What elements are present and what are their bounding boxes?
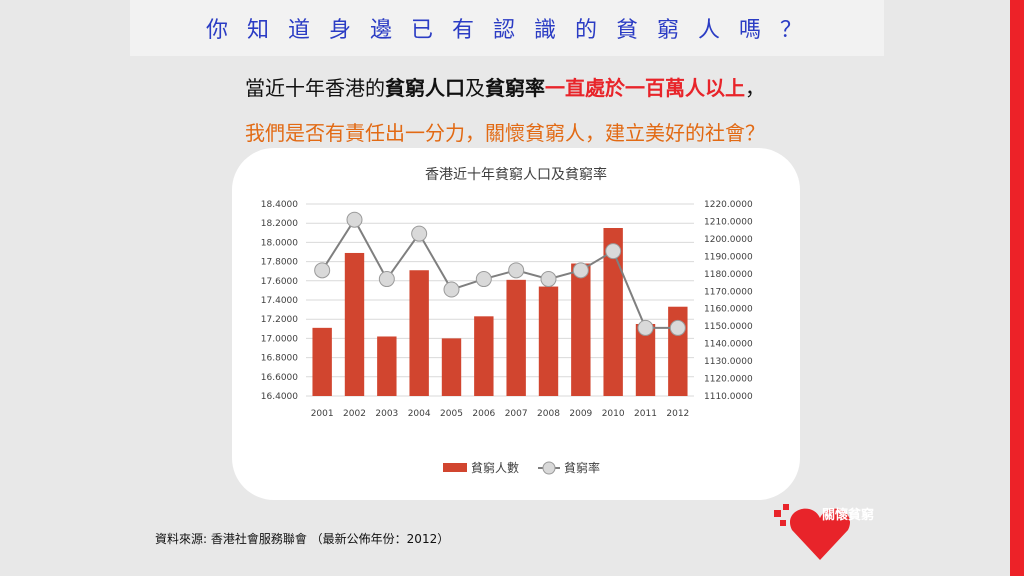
red-side-stripe [1010, 0, 1024, 576]
rate-point [411, 225, 428, 242]
title-bar: 你 知 道 身 邊 已 有 認 識 的 貧 窮 人 嗎 ？ [130, 0, 884, 56]
x-tick-label: 2012 [666, 409, 689, 419]
x-tick-label: 2006 [472, 409, 495, 419]
y-right-tick-label: 1140.0000 [704, 340, 753, 350]
y-left-tick-label: 17.8000 [261, 258, 298, 268]
y-left-tick-label: 16.6000 [261, 373, 298, 383]
legend-line-marker [542, 461, 556, 475]
rate-point [540, 271, 557, 288]
poverty-chart: 香港近十年貧窮人口及貧窮率 16.4000 16.6000 16.8000 17.00… [261, 166, 753, 475]
y-left-tick-label: 18.0000 [261, 238, 298, 248]
rate-point [637, 319, 654, 336]
chart-bars [312, 228, 688, 396]
chart-gridlines [306, 203, 694, 397]
y-left-tick-label: 17.0000 [261, 334, 298, 344]
bar [603, 228, 623, 396]
headline-part-1: 當近十年香港的 [245, 76, 385, 100]
rate-point [669, 319, 686, 336]
y-right-tick-label: 1190.0000 [704, 252, 753, 262]
x-tick-label: 2011 [634, 409, 657, 419]
bar [506, 279, 526, 396]
y-right-tick-label: 1120.0000 [704, 375, 753, 385]
headline-part-4: 貧窮率 [485, 76, 545, 100]
chart-legend: 貧窮人數 貧窮率 [443, 460, 600, 475]
legend-bar-swatch [443, 463, 467, 472]
headline-part-5: 一直處於一百萬人以上 [545, 76, 745, 100]
y-left-tick-label: 17.4000 [261, 296, 298, 306]
logo-text: 關懷貧窮 [822, 508, 875, 523]
x-tick-label: 2010 [602, 409, 625, 419]
y-left-tick-label: 16.8000 [261, 354, 298, 364]
rate-point [508, 262, 525, 279]
headline-part-2: 貧窮人口 [385, 76, 465, 100]
bar [344, 252, 365, 396]
rate-point [346, 211, 363, 228]
rate-point [443, 281, 460, 298]
bar [474, 316, 494, 396]
rate-point [314, 262, 331, 279]
bar [571, 263, 591, 396]
x-tick-label: 2002 [343, 409, 366, 419]
y-left-tick-label: 16.4000 [261, 392, 298, 402]
y-axis-left: 16.4000 16.6000 16.8000 17.0000 17.2000 17.40… [261, 200, 298, 402]
headline-part-6: ， [745, 76, 765, 100]
logo-heart [774, 504, 851, 560]
y-right-tick-label: 1130.0000 [704, 357, 753, 367]
chart-card: 香港近十年貧窮人口及貧窮率 16.4000 16.6000 16.8000 17.00… [232, 148, 800, 500]
y-left-tick-label: 17.6000 [261, 277, 298, 287]
rate-point [475, 271, 492, 288]
x-tick-label: 2001 [311, 409, 334, 419]
legend-line-label: 貧窮率 [564, 460, 600, 475]
y-left-tick-label: 17.2000 [261, 315, 298, 325]
y-left-tick-label: 18.4000 [261, 200, 298, 210]
bar [635, 324, 656, 396]
source-note: 資料來源: 香港社會服務聯會 （最新公佈年份：2012） [155, 532, 450, 546]
bar [538, 286, 559, 396]
rate-line [321, 217, 678, 329]
rate-point [378, 271, 395, 288]
y-right-tick-label: 1220.0000 [704, 200, 753, 210]
x-tick-label: 2009 [569, 409, 592, 419]
headline-part-3: 及 [465, 76, 485, 100]
y-right-tick-label: 1210.0000 [704, 217, 753, 227]
y-right-tick-label: 1200.0000 [704, 235, 753, 245]
bar [312, 327, 332, 396]
bar [377, 336, 397, 396]
legend-bar-label: 貧窮人數 [471, 460, 519, 475]
chart-title: 香港近十年貧窮人口及貧窮率 [425, 166, 607, 183]
y-right-tick-label: 1110.0000 [704, 392, 753, 402]
bar [441, 338, 462, 396]
rate-point [572, 262, 589, 279]
rate-point [605, 243, 622, 260]
chart-line [314, 211, 686, 336]
x-tick-label: 2004 [408, 409, 431, 419]
x-tick-label: 2003 [375, 409, 398, 419]
x-tick-label: 2007 [505, 409, 528, 419]
bar [409, 270, 429, 396]
slide-title: 你 知 道 身 邊 已 有 認 識 的 貧 窮 人 嗎 ？ [206, 18, 808, 43]
x-tick-label: 2005 [440, 409, 463, 419]
y-right-tick-label: 1160.0000 [704, 305, 753, 315]
y-right-tick-label: 1150.0000 [704, 322, 753, 332]
headline-line-2: 我們是否有責任出一分力，關懷貧窮人，建立美好的社會？ [245, 121, 765, 145]
y-axis-right: 1110.0000 1120.0000 1130.0000 1140.0000 1150… [704, 200, 753, 402]
headline-line-1: 當近十年香港的貧窮人口及貧窮率一直處於一百萬人以上， [0, 72, 1010, 101]
y-right-tick-label: 1170.0000 [704, 287, 753, 297]
x-axis: 2001 2002 2003 2004 2005 2006 2007 2008 2009 2010… [311, 409, 690, 419]
x-tick-label: 2008 [537, 409, 560, 419]
y-right-tick-label: 1180.0000 [704, 270, 753, 280]
y-left-tick-label: 18.2000 [261, 219, 298, 229]
